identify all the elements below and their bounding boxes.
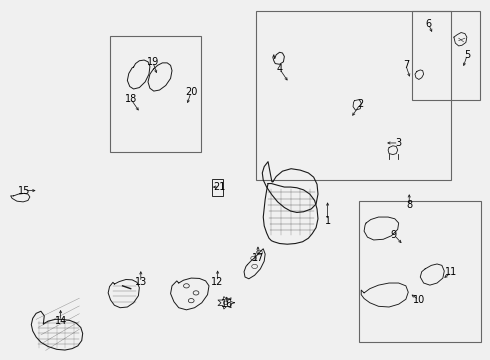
Text: 20: 20 [185, 87, 197, 97]
Text: 21: 21 [213, 182, 226, 192]
Bar [212, 179, 223, 196]
Text: 1: 1 [324, 216, 331, 226]
Bar [412, 12, 480, 100]
Text: 2: 2 [357, 99, 364, 109]
Text: 9: 9 [391, 230, 397, 240]
Text: 19: 19 [147, 57, 159, 67]
Text: 10: 10 [413, 295, 425, 305]
Text: 18: 18 [124, 94, 137, 104]
Text: 12: 12 [212, 276, 224, 287]
Text: 13: 13 [135, 277, 147, 287]
Text: 15: 15 [18, 186, 30, 195]
Text: 11: 11 [445, 267, 458, 278]
Text: 14: 14 [54, 316, 67, 326]
Text: 8: 8 [406, 201, 412, 210]
Bar [359, 201, 481, 342]
Bar [256, 12, 451, 180]
Text: 6: 6 [425, 19, 432, 29]
Text: 3: 3 [395, 138, 402, 148]
Text: 16: 16 [220, 299, 233, 309]
Text: 4: 4 [276, 64, 283, 74]
Bar [110, 36, 201, 153]
Text: 7: 7 [403, 60, 409, 70]
Text: 17: 17 [252, 253, 264, 262]
Text: 5: 5 [464, 50, 470, 60]
